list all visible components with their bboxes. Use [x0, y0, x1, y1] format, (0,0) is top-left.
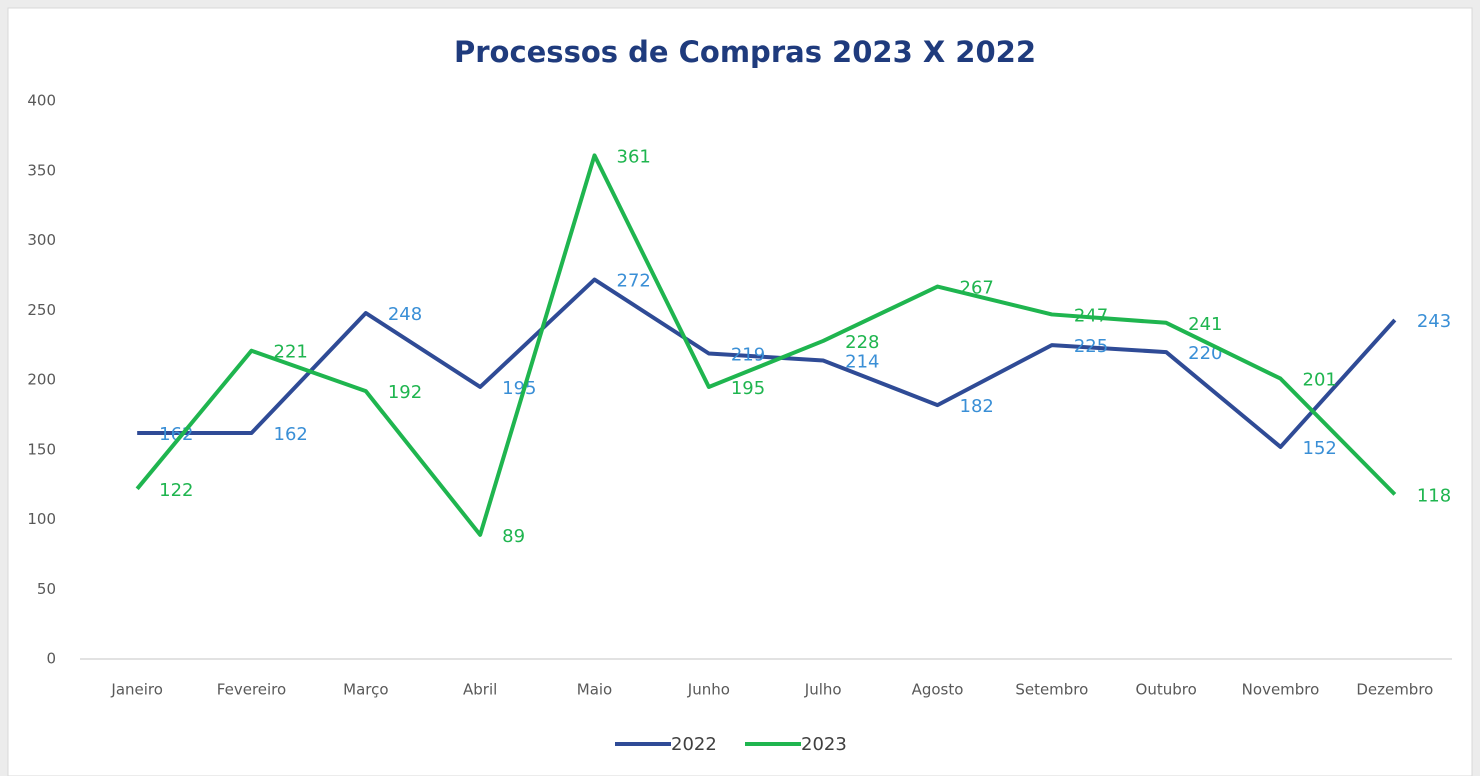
- y-tick-label: 200: [27, 371, 56, 389]
- data-label: 214: [845, 351, 879, 372]
- x-tick-label: Maio: [577, 681, 612, 699]
- data-label: 248: [388, 304, 422, 325]
- data-label: 361: [617, 146, 651, 167]
- y-tick-label: 150: [27, 440, 56, 458]
- data-label: 243: [1417, 311, 1451, 332]
- legend-label: 2022: [671, 734, 717, 755]
- x-tick-label: Julho: [804, 681, 842, 699]
- legend-label: 2023: [801, 734, 847, 755]
- y-tick-label: 250: [27, 301, 56, 319]
- data-label: 89: [502, 526, 525, 547]
- data-label: 241: [1188, 314, 1222, 335]
- y-tick-label: 50: [37, 580, 56, 598]
- y-tick-label: 350: [27, 161, 56, 179]
- data-label: 162: [274, 424, 308, 445]
- data-label: 219: [731, 344, 765, 365]
- data-label: 152: [1303, 438, 1337, 459]
- x-tick-label: Março: [343, 681, 388, 699]
- data-label: 195: [731, 378, 765, 399]
- x-tick-label: Setembro: [1015, 681, 1088, 699]
- y-tick-label: 100: [27, 510, 56, 528]
- data-label: 201: [1303, 370, 1337, 391]
- x-tick-label: Fevereiro: [217, 681, 286, 699]
- x-tick-label: Abril: [463, 681, 497, 699]
- y-tick-label: 300: [27, 231, 56, 249]
- x-tick-label: Janeiro: [110, 681, 163, 699]
- data-label: 267: [960, 278, 994, 299]
- chart-area: [7, 7, 1473, 776]
- data-label: 272: [617, 271, 651, 292]
- x-tick-label: Novembro: [1242, 681, 1320, 699]
- data-label: 182: [960, 396, 994, 417]
- data-label: 228: [845, 332, 879, 353]
- chart-title: Processos de Compras 2023 X 2022: [454, 35, 1036, 69]
- y-tick-label: 0: [46, 650, 56, 668]
- y-tick-label: 400: [27, 92, 56, 110]
- data-label: 192: [388, 382, 422, 403]
- data-label: 220: [1188, 343, 1222, 364]
- data-label: 247: [1074, 305, 1108, 326]
- x-tick-label: Dezembro: [1356, 681, 1433, 699]
- data-label: 225: [1074, 336, 1108, 357]
- series-line: [135, 153, 1397, 537]
- x-tick-label: Agosto: [912, 681, 964, 699]
- data-label: 118: [1417, 485, 1451, 506]
- series-line: [137, 277, 1397, 449]
- x-tick-label: Junho: [687, 681, 730, 699]
- data-label: 221: [274, 342, 308, 363]
- data-label: 195: [502, 378, 536, 399]
- x-tick-label: Outubro: [1136, 681, 1197, 699]
- data-label: 122: [159, 480, 193, 501]
